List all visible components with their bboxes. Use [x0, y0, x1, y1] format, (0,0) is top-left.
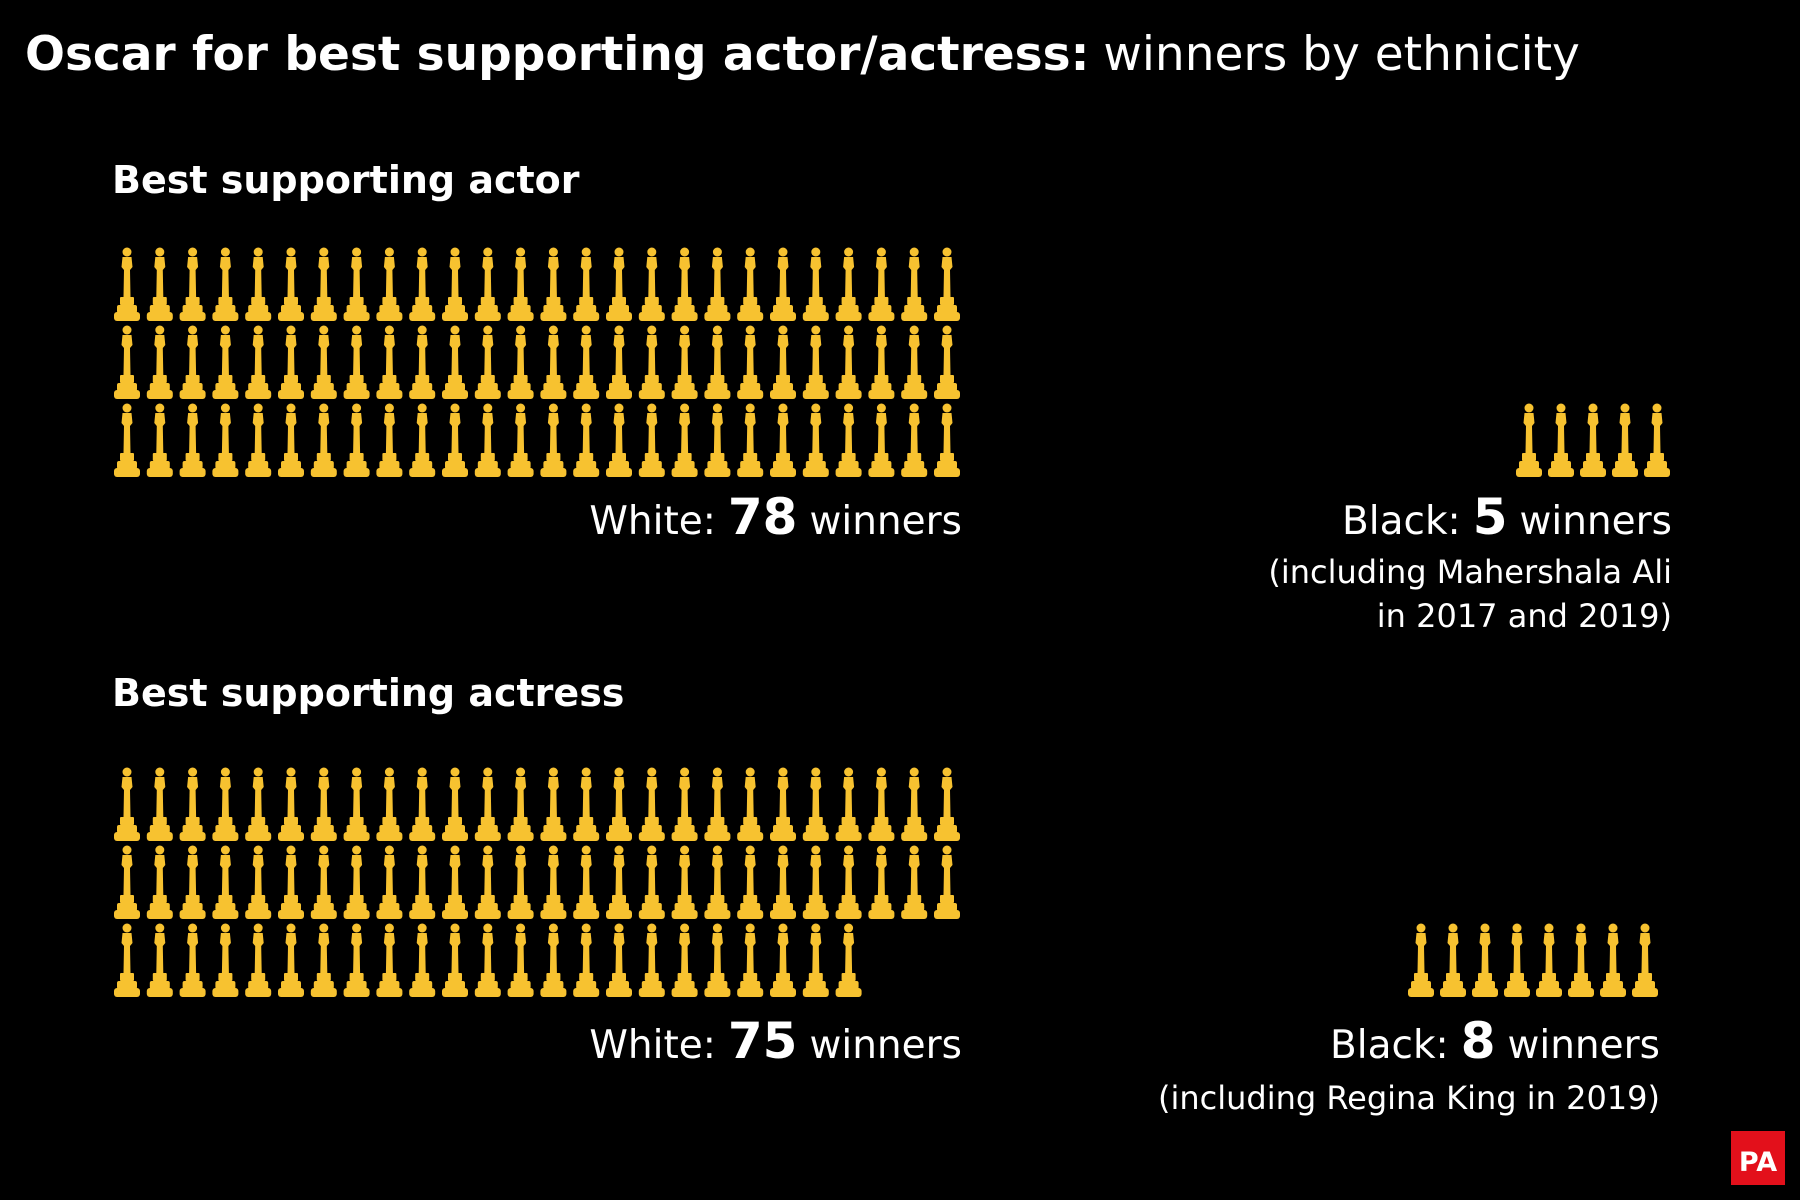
group-value: 75	[728, 1012, 798, 1070]
group-unit: winners	[1507, 1023, 1660, 1068]
group-name: Black:	[1342, 499, 1461, 544]
group-unit: winners	[809, 1023, 962, 1068]
logo-text: PA	[1739, 1147, 1777, 1178]
group-note: in 2017 and 2019)	[1377, 597, 1672, 635]
group-name: White:	[589, 1023, 716, 1068]
section-title: Best supporting actress	[112, 671, 624, 715]
logo-box	[1731, 1131, 1785, 1185]
group-unit: winners	[809, 499, 962, 544]
group-label: White: 75 winners	[589, 1012, 962, 1070]
group-label: Black: 8 winners	[1330, 1012, 1660, 1070]
group-unit: winners	[1519, 499, 1672, 544]
group-note: (including Regina King in 2019)	[1158, 1079, 1660, 1117]
title-bold: Oscar for best supporting actor/actress:	[25, 27, 1089, 82]
group-value: 78	[728, 488, 798, 546]
section-title: Best supporting actor	[112, 158, 580, 202]
group-label: White: 78 winners	[589, 488, 962, 546]
title-rest: winners by ethnicity	[1103, 27, 1579, 82]
group-name: White:	[589, 499, 716, 544]
group-note: (including Mahershala Ali	[1268, 553, 1672, 591]
group-name: Black:	[1330, 1023, 1449, 1068]
group-value: 8	[1461, 1012, 1496, 1070]
group-label: Black: 5 winners	[1342, 488, 1672, 546]
group-value: 5	[1473, 488, 1508, 546]
title: Oscar for best supporting actor/actress:…	[25, 27, 1580, 82]
